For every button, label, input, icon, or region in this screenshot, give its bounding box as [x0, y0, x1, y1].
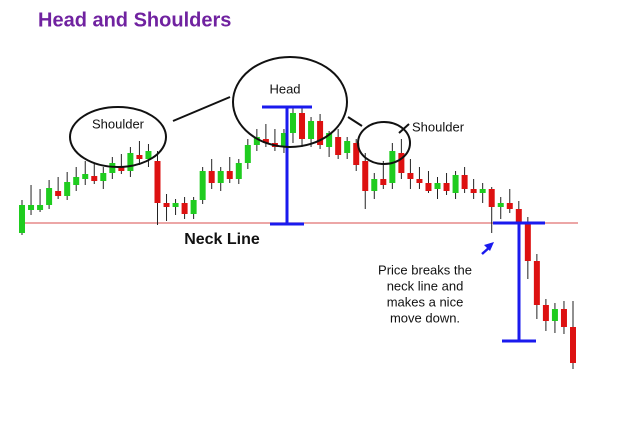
connector	[347, 116, 363, 127]
candle-body	[19, 205, 25, 233]
candle-body	[434, 183, 441, 189]
candle-body	[28, 205, 35, 210]
candle-body	[73, 177, 80, 185]
candle-body	[118, 167, 125, 171]
candle-body	[289, 113, 296, 133]
candle-body	[181, 203, 188, 214]
candle-body	[280, 133, 287, 147]
candle-body	[524, 223, 531, 261]
candle-body	[82, 174, 89, 179]
annotation: Head	[269, 81, 300, 96]
head-oval	[232, 56, 348, 148]
candle-body	[479, 189, 486, 193]
candle-body	[154, 161, 161, 203]
candle-body	[100, 173, 107, 181]
candle-body	[488, 189, 495, 207]
candle-body	[353, 143, 360, 165]
candle-body	[497, 203, 504, 207]
candle-body	[452, 175, 459, 193]
candle-body	[551, 309, 558, 321]
shoulder-oval	[69, 106, 167, 168]
candle-body	[46, 188, 53, 205]
candle-body	[389, 151, 396, 183]
candle-body	[570, 327, 576, 363]
candle-body	[398, 153, 405, 173]
candle-body	[317, 121, 324, 145]
note: move down.	[390, 310, 460, 325]
chart-title: Head and Shoulders	[38, 9, 231, 31]
annotation: Shoulder	[412, 119, 465, 134]
candle-body	[443, 183, 450, 191]
note: neck line and	[387, 278, 464, 293]
candle-body	[145, 151, 152, 159]
candle-body	[380, 179, 387, 185]
candle-body	[163, 203, 170, 207]
candle-body	[226, 171, 233, 179]
connector	[398, 123, 410, 134]
candle-body	[127, 153, 134, 171]
candle-body	[416, 179, 423, 183]
candle-body	[217, 171, 224, 183]
plot	[19, 105, 578, 369]
candle-body	[91, 176, 98, 181]
candle-body	[515, 209, 522, 223]
candle-body	[235, 163, 242, 179]
candle-body	[253, 137, 260, 145]
candle-body	[199, 171, 206, 200]
note: Price breaks the	[378, 262, 472, 277]
candle-body	[362, 161, 369, 191]
candle-body	[506, 203, 513, 209]
candle-body	[407, 173, 414, 179]
candle-body	[470, 189, 477, 193]
candle-body	[425, 183, 432, 191]
candle-body	[560, 309, 567, 327]
arrow	[481, 242, 494, 255]
candle-body	[299, 113, 306, 139]
annotation: Neck Line	[184, 231, 260, 248]
connector	[172, 96, 231, 122]
candle-body	[55, 191, 62, 196]
candle-body	[262, 139, 269, 143]
candle-body	[64, 182, 71, 196]
annotation: Shoulder	[92, 116, 145, 131]
candle-body	[461, 175, 468, 189]
candle-body	[136, 155, 143, 159]
candle-body	[37, 205, 44, 210]
candle-body	[533, 261, 540, 305]
candle-body	[308, 121, 315, 139]
candle-body	[335, 137, 342, 155]
shoulder-oval	[357, 121, 411, 165]
note: makes a nice	[387, 294, 464, 309]
candle-body	[172, 203, 179, 207]
candle-body	[542, 305, 549, 321]
candle-body	[244, 145, 251, 163]
candle-body	[326, 133, 333, 147]
candle-body	[371, 179, 378, 191]
candle-body	[109, 163, 116, 173]
candle-body	[190, 200, 197, 214]
candle-body	[208, 171, 215, 183]
candle-body	[344, 141, 351, 153]
